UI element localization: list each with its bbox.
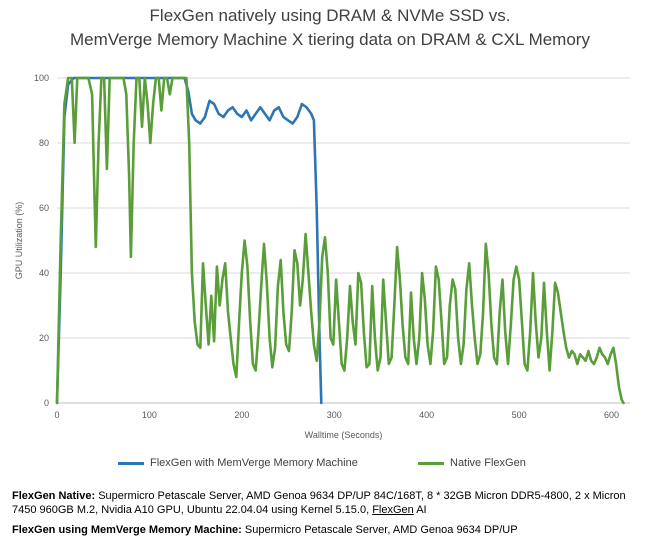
note-native-tail: AI <box>413 504 427 516</box>
line-chart: 0 20 40 60 80 100 0 100 200 300 400 500 600 Walltime… <box>14 73 630 440</box>
x-tick-label: 200 <box>234 410 249 420</box>
x-tick-label: 0 <box>54 410 59 420</box>
note-memverge-text: Supermicro Petascale Server, AMD Genoa 9… <box>241 524 518 536</box>
legend-label-memverge: FlexGen with MemVerge Memory Machine <box>150 457 358 469</box>
note-native-heading: FlexGen Native: <box>12 490 96 502</box>
configuration-notes: FlexGen Native: Supermicro Petascale Ser… <box>12 489 652 543</box>
series-line-native <box>55 76 625 405</box>
y-tick-label: 40 <box>39 268 49 278</box>
x-tick-label: 500 <box>512 410 527 420</box>
legend-item-native: Native FlexGen <box>418 457 526 469</box>
flexgen-link[interactable]: FlexGen <box>372 504 414 516</box>
note-flexgen-native: FlexGen Native: Supermicro Petascale Ser… <box>12 489 652 517</box>
legend-swatch-native <box>418 461 444 465</box>
y-tick-label: 80 <box>39 138 49 148</box>
note-memverge-heading: FlexGen using MemVerge Memory Machine: <box>12 524 242 536</box>
legend-item-memverge: FlexGen with MemVerge Memory Machine <box>118 457 358 469</box>
axes: 0 20 40 60 80 100 0 100 200 300 400 500 600 <box>34 73 630 420</box>
chart-title-line-1: FlexGen natively using DRAM & NVMe SSD v… <box>149 6 511 25</box>
x-tick-label: 400 <box>419 410 434 420</box>
note-flexgen-memverge: FlexGen using MemVerge Memory Machine: S… <box>12 523 652 537</box>
y-axis-title: GPU Utilization (%) <box>14 202 24 280</box>
legend: FlexGen with MemVerge Memory Machine Nat… <box>0 457 660 473</box>
y-tick-label: 20 <box>39 333 49 343</box>
chart-title-line-2: MemVerge Memory Machine X tiering data o… <box>70 30 590 49</box>
note-native-text: Supermicro Petascale Server, AMD Genoa 9… <box>12 490 626 516</box>
x-tick-label: 100 <box>142 410 157 420</box>
x-axis-title: Walltime (Seconds) <box>305 430 383 440</box>
chart-title: FlexGen natively using DRAM & NVMe SSD v… <box>0 4 660 52</box>
y-tick-label: 60 <box>39 203 49 213</box>
x-tick-label: 300 <box>327 410 342 420</box>
y-tick-label: 0 <box>44 398 49 408</box>
y-tick-label: 100 <box>34 73 49 83</box>
series-lines <box>55 76 625 405</box>
x-tick-label: 600 <box>604 410 619 420</box>
gridlines <box>57 77 630 339</box>
legend-swatch-memverge <box>118 461 144 465</box>
legend-label-native: Native FlexGen <box>450 457 526 469</box>
